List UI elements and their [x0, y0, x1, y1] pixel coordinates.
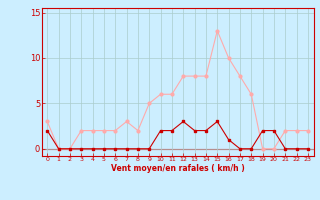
X-axis label: Vent moyen/en rafales ( km/h ): Vent moyen/en rafales ( km/h ) — [111, 164, 244, 173]
